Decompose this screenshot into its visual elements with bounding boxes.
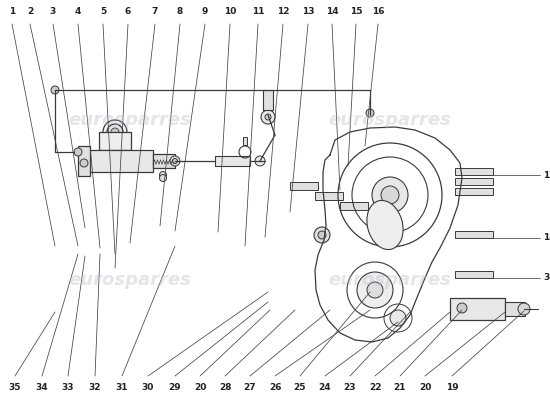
Text: 9: 9 xyxy=(202,7,208,16)
Circle shape xyxy=(318,231,326,239)
Bar xyxy=(455,231,493,238)
Text: 16: 16 xyxy=(372,7,384,16)
Text: 21: 21 xyxy=(394,383,406,392)
Bar xyxy=(455,178,493,185)
Circle shape xyxy=(51,86,59,94)
Text: 23: 23 xyxy=(344,383,356,392)
Text: 20: 20 xyxy=(419,383,431,392)
Circle shape xyxy=(255,156,265,166)
Circle shape xyxy=(314,227,330,243)
Text: 14: 14 xyxy=(326,7,338,16)
Bar xyxy=(243,137,247,145)
Text: eurosparres: eurosparres xyxy=(328,271,452,289)
Text: 33: 33 xyxy=(62,383,74,392)
Text: 22: 22 xyxy=(368,383,381,392)
Bar xyxy=(315,192,343,200)
Text: 3: 3 xyxy=(50,7,56,16)
Text: 31: 31 xyxy=(116,383,128,392)
Text: 1: 1 xyxy=(9,7,15,16)
Text: 24: 24 xyxy=(318,383,331,392)
Bar xyxy=(450,298,505,320)
Text: 17: 17 xyxy=(543,170,550,180)
Text: 27: 27 xyxy=(244,383,256,392)
Circle shape xyxy=(457,303,467,313)
Text: 6: 6 xyxy=(125,7,131,16)
Circle shape xyxy=(390,310,406,326)
Bar xyxy=(505,302,525,316)
Bar xyxy=(290,182,318,190)
Circle shape xyxy=(107,124,123,140)
Bar xyxy=(153,154,175,168)
Text: 20: 20 xyxy=(194,383,206,392)
Text: 11: 11 xyxy=(252,7,264,16)
Bar xyxy=(78,146,90,176)
Circle shape xyxy=(173,158,178,164)
Text: 32: 32 xyxy=(89,383,101,392)
Text: 34: 34 xyxy=(36,383,48,392)
Circle shape xyxy=(372,177,408,213)
Circle shape xyxy=(367,282,383,298)
Text: 35: 35 xyxy=(9,383,21,392)
Bar xyxy=(99,132,131,150)
Ellipse shape xyxy=(367,200,403,250)
Bar xyxy=(263,90,273,110)
Text: 7: 7 xyxy=(152,7,158,16)
Circle shape xyxy=(170,156,180,166)
Text: 29: 29 xyxy=(169,383,182,392)
Bar xyxy=(455,271,493,278)
Circle shape xyxy=(103,120,127,144)
Text: 25: 25 xyxy=(294,383,306,392)
Text: 8: 8 xyxy=(177,7,183,16)
Text: 12: 12 xyxy=(277,7,289,16)
Text: 10: 10 xyxy=(224,7,236,16)
Text: 19: 19 xyxy=(446,383,458,392)
Text: eurosparres: eurosparres xyxy=(69,271,191,289)
Circle shape xyxy=(160,174,167,182)
Circle shape xyxy=(111,128,119,136)
Circle shape xyxy=(381,186,399,204)
Text: eurosparres: eurosparres xyxy=(69,111,191,129)
Text: 15: 15 xyxy=(350,7,362,16)
Circle shape xyxy=(80,159,88,167)
Text: 13: 13 xyxy=(302,7,314,16)
Text: 36: 36 xyxy=(543,274,550,282)
Circle shape xyxy=(357,272,393,308)
Text: 5: 5 xyxy=(100,7,106,16)
Bar xyxy=(215,156,250,166)
Bar xyxy=(85,150,153,172)
Bar xyxy=(340,202,368,210)
Text: 28: 28 xyxy=(219,383,231,392)
Text: 18: 18 xyxy=(543,234,550,242)
Circle shape xyxy=(160,172,167,178)
Bar xyxy=(455,168,493,175)
Text: 2: 2 xyxy=(27,7,33,16)
Bar xyxy=(455,188,493,195)
Circle shape xyxy=(261,110,275,124)
Circle shape xyxy=(265,114,271,120)
Text: 26: 26 xyxy=(269,383,281,392)
Text: eurosparres: eurosparres xyxy=(328,111,452,129)
Text: 4: 4 xyxy=(75,7,81,16)
Text: 30: 30 xyxy=(142,383,154,392)
Circle shape xyxy=(366,109,374,117)
Circle shape xyxy=(518,303,530,315)
Circle shape xyxy=(74,148,82,156)
